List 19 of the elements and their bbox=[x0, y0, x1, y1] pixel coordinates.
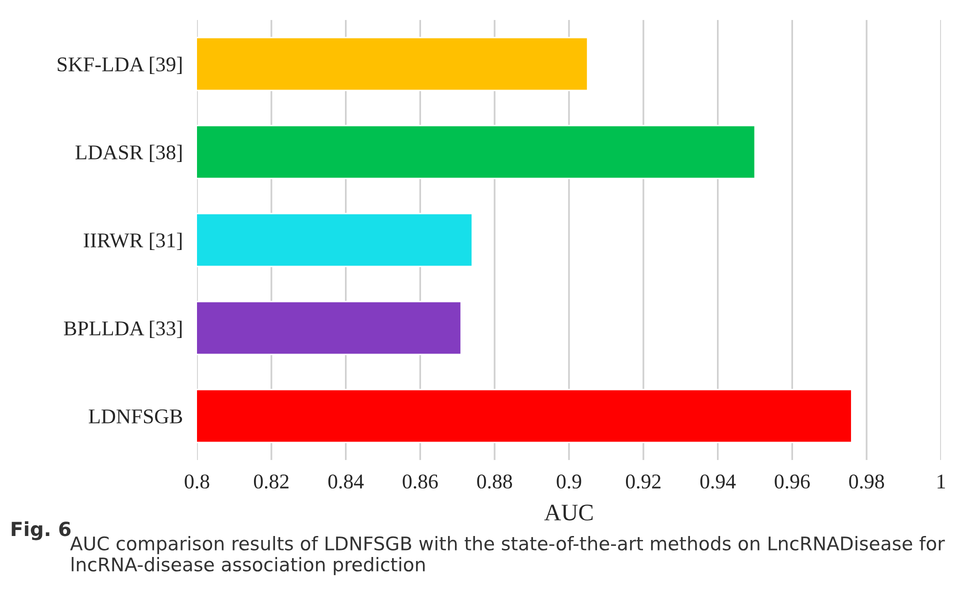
x-tick-label: 0.96 bbox=[774, 474, 810, 489]
x-tick-label: 0.84 bbox=[328, 474, 364, 489]
x-tick-label: 1 bbox=[938, 474, 945, 488]
y-tick-label: LDASR [38] bbox=[75, 144, 182, 162]
x-tick-label: 0.86 bbox=[402, 474, 438, 489]
x-axis-title: AUC bbox=[544, 504, 593, 521]
y-tick-label: IIRWR [31] bbox=[84, 232, 182, 250]
x-tick-label: 0.94 bbox=[700, 474, 736, 489]
x-tick-label: 0.82 bbox=[254, 474, 288, 489]
y-tick-label: SKF-LDA [39] bbox=[58, 56, 182, 74]
caption: Fig. 6 bbox=[12, 521, 71, 540]
x-tick-label: 0.98 bbox=[849, 474, 884, 489]
y-tick-label: LDNFSGB bbox=[88, 409, 182, 424]
x-tick-label: 0.8 bbox=[184, 474, 210, 489]
x-tick-label: 0.92 bbox=[626, 474, 660, 489]
x-tick-label: 0.9 bbox=[556, 474, 582, 489]
x-tick-label: 0.88 bbox=[477, 474, 512, 489]
y-tick-label: BPLLDA [33] bbox=[64, 320, 182, 338]
text: AUC comparison results of LDNFSGB with the state-of-the-art methods on LncRNADisease for lncRNA-disease association prediction bbox=[70, 536, 945, 576]
